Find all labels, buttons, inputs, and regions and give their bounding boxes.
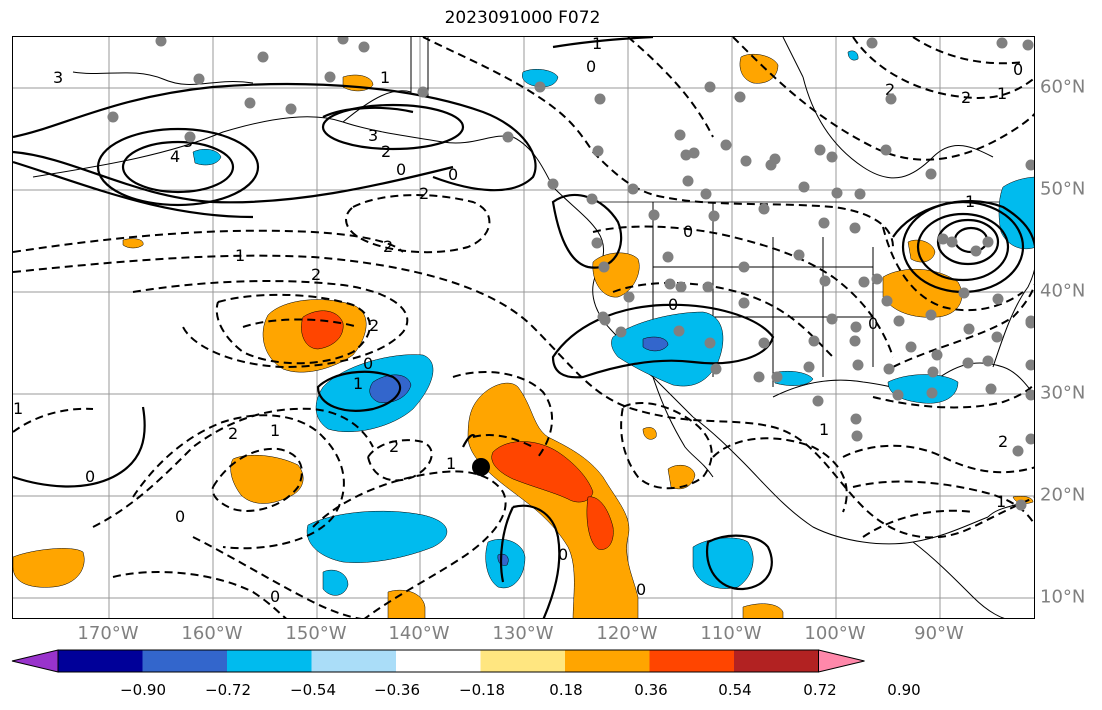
colorbar-label: 0.18 (549, 681, 583, 699)
contour-label: 0 (270, 587, 280, 606)
colorbar-extend-high (818, 649, 865, 673)
colorbar-cell (480, 650, 566, 672)
contour-label: 0 (558, 545, 568, 564)
contour-label: 2 (389, 437, 399, 456)
lon-label-130w: 130°W (492, 623, 554, 644)
contour-label: 2 (885, 80, 895, 99)
map-panel[interactable]: 1 0 1 3 3 2 4 3 0 0 2 2 1 2 2 0 1 1 2 1 … (12, 36, 1035, 619)
contour-label: 2 (961, 88, 971, 107)
lat-label-30n: 30°N (1040, 382, 1086, 404)
colorbar-label: −0.54 (290, 681, 336, 699)
contour-label: 2 (998, 432, 1008, 451)
contour-label: 0 (586, 57, 596, 76)
lat-label-60n: 60°N (1040, 76, 1086, 98)
map-svg: 1 0 1 3 3 2 4 3 0 0 2 2 1 2 2 0 1 1 2 1 … (13, 37, 1034, 618)
colorbar-cells (11, 649, 865, 673)
lon-label-120w: 120°W (596, 623, 658, 644)
contour-label: 3 (53, 68, 63, 87)
contour-label: 0 (868, 314, 878, 333)
contour-label: 1 (13, 399, 23, 418)
colorbar-label: 0.54 (718, 681, 752, 699)
contour-label: 2 (369, 316, 379, 335)
station-dots (107, 37, 1034, 511)
shaded-anomalies (13, 50, 1034, 618)
lon-label-170w: 170°W (77, 623, 139, 644)
contour-label: 0 (683, 222, 693, 241)
lon-label-160w: 160°W (181, 623, 243, 644)
contour-label: 2 (383, 237, 393, 256)
colorbar-cell (649, 650, 735, 672)
lon-label-90w: 90°W (914, 623, 964, 644)
contour-label: 0 (396, 160, 406, 179)
lon-label-150w: 150°W (285, 623, 347, 644)
lat-label-50n: 50°N (1040, 178, 1086, 200)
contour-label: 3 (368, 126, 378, 145)
contour-label: 2 (419, 184, 429, 203)
colorbar-outline (57, 649, 819, 673)
colorbar-label: 0.72 (803, 681, 837, 699)
colorbar-cell (58, 650, 143, 672)
contour-label: 1 (965, 192, 975, 211)
contour-label: 2 (381, 142, 391, 161)
contour-label: 0 (85, 467, 95, 486)
colorbar-cell (142, 650, 228, 672)
lon-label-140w: 140°W (388, 623, 450, 644)
contour-label: 1 (446, 454, 456, 473)
contour-label: 2 (311, 265, 321, 284)
solid-contours (13, 37, 1034, 618)
contour-label: 1 (592, 37, 602, 53)
plot-title: 2023091000 F072 (444, 8, 601, 28)
contour-label: 1 (819, 420, 829, 439)
colorbar-cell (734, 650, 819, 672)
lat-label-40n: 40°N (1040, 280, 1086, 302)
contour-label: 1 (353, 374, 363, 393)
contour-label: 1 (270, 421, 280, 440)
lon-label-100w: 100°W (804, 623, 866, 644)
contour-label: 1 (996, 492, 1006, 511)
colorbar-cell (311, 650, 397, 672)
contour-labels: 1 0 1 3 3 2 4 3 0 0 2 2 1 2 2 0 1 1 2 1 … (13, 37, 1023, 606)
colorbar-label: −0.18 (459, 681, 505, 699)
colorbar-extend-low (11, 649, 59, 673)
colorbar-label: −0.90 (120, 681, 166, 699)
colorbar-cell (396, 650, 481, 672)
lon-label-110w: 110°W (700, 623, 762, 644)
gridlines (13, 37, 1034, 618)
coastlines (32, 37, 1034, 618)
lat-label-10n: 10°N (1040, 586, 1086, 608)
location-marker[interactable] (472, 458, 490, 476)
contour-label: 4 (170, 147, 180, 166)
colorbar-label: 0.90 (887, 681, 921, 699)
contour-label: 0 (636, 580, 646, 599)
colorbar-label: −0.72 (205, 681, 251, 699)
contour-label: 0 (1013, 60, 1023, 79)
colorbar-label: −0.36 (374, 681, 420, 699)
colorbar (11, 649, 865, 673)
contour-label: 1 (380, 68, 390, 87)
contour-label: 0 (175, 507, 185, 526)
colorbar-cell (565, 650, 650, 672)
contour-label: 1 (997, 84, 1007, 103)
lat-label-20n: 20°N (1040, 484, 1086, 506)
contour-label: 1 (235, 246, 245, 265)
contour-label: 0 (448, 165, 458, 184)
contour-label: 0 (668, 295, 678, 314)
dashed-contours (13, 37, 1034, 618)
colorbar-label: 0.36 (634, 681, 668, 699)
contour-label: 2 (228, 424, 238, 443)
contour-label: 0 (363, 354, 373, 373)
colorbar-cell (227, 650, 312, 672)
